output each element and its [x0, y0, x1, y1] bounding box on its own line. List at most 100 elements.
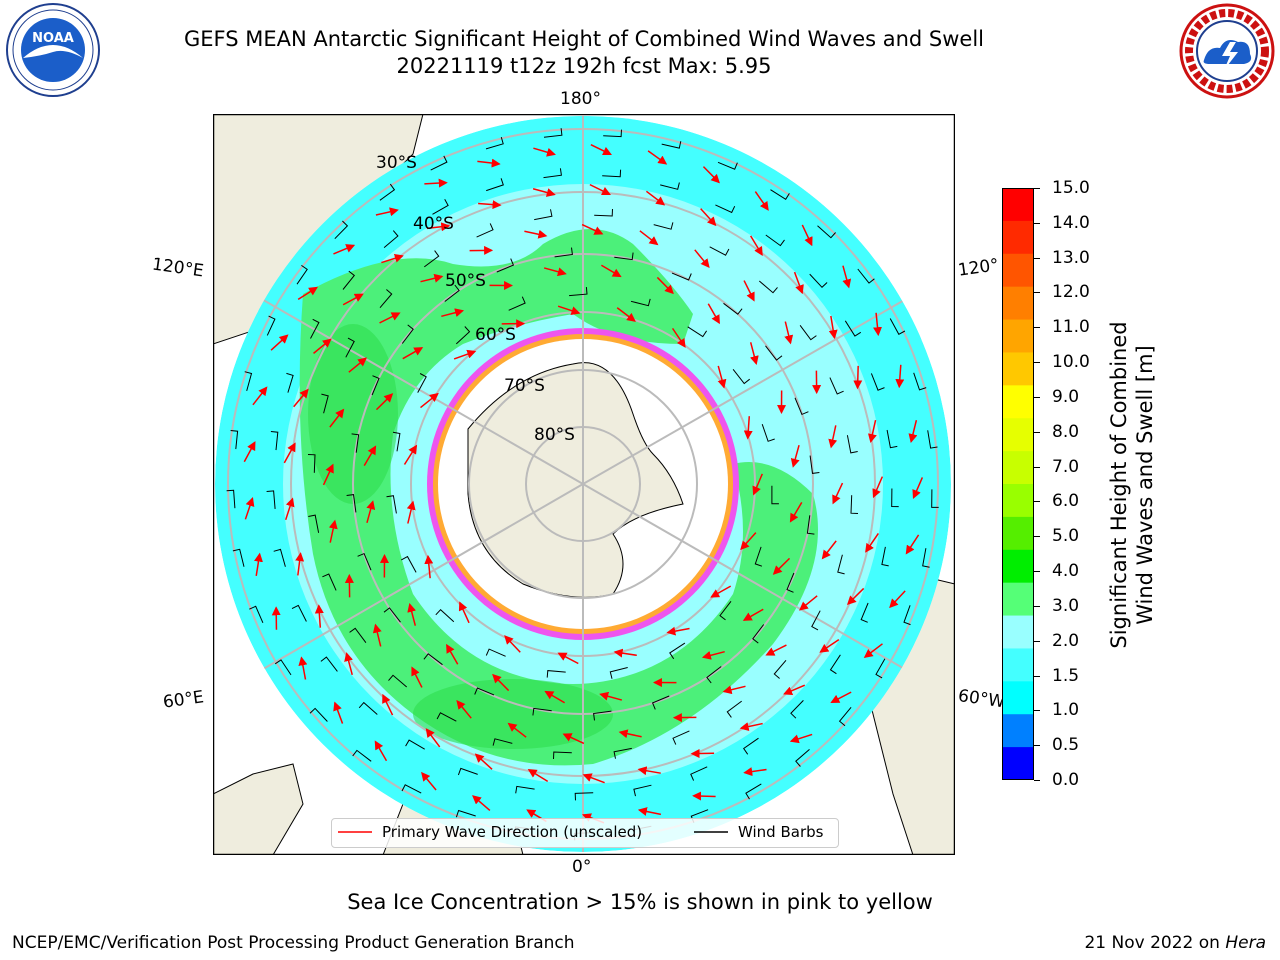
wave-direction-arrow [740, 532, 757, 551]
wave-direction-arrow [821, 540, 837, 560]
wave-direction-arrow [647, 150, 668, 165]
wave-direction-arrow [790, 444, 800, 468]
wind-barb [927, 430, 938, 449]
wave-direction-arrow [613, 648, 637, 658]
wave-direction-arrow [333, 701, 344, 724]
wind-barb [630, 298, 651, 307]
wave-direction-arrow [739, 722, 763, 731]
wind-barb [672, 730, 690, 745]
wave-direction-arrow [895, 364, 905, 389]
wave-direction-arrow [420, 273, 444, 283]
wave-direction-arrows [243, 143, 924, 824]
wave-direction-arrow [297, 286, 318, 301]
wave-direction-arrow [710, 585, 732, 598]
wave-direction-arrow [329, 408, 345, 428]
colorbar-tick-mark [1034, 257, 1040, 259]
wind-barb [515, 785, 535, 794]
wind-barb [870, 373, 885, 391]
wind-barb [230, 430, 239, 450]
wave-direction-arrow [872, 476, 884, 499]
wind-barb [291, 604, 307, 622]
wave-band-high [299, 229, 819, 766]
wind-barb [244, 371, 253, 392]
wind-barb [719, 600, 732, 621]
colorbar-tick-mark [1034, 710, 1040, 712]
wave-direction-legend-label: Primary Wave Direction (unscaled) [382, 823, 643, 841]
wave-direction-arrow [363, 445, 377, 466]
wind-barb [881, 546, 889, 567]
wave-direction-arrow [544, 690, 565, 704]
colorbar-segment [1002, 385, 1034, 419]
lon-label-60w: 60°W [956, 686, 1004, 712]
footer-date-text: 21 Nov 2022 on [1084, 933, 1226, 953]
colorbar-segment [1002, 319, 1034, 353]
colorbar-tick-label: 5.0 [1052, 526, 1080, 547]
wave-direction-arrow [403, 444, 418, 465]
wave-direction-arrow [853, 365, 863, 390]
wind-barb [435, 608, 455, 623]
wind-barb [349, 627, 367, 643]
wave-direction-arrow [637, 807, 662, 816]
colorbar-segment [1002, 451, 1034, 485]
wind-barb [706, 666, 722, 684]
wind-barb [594, 208, 613, 217]
wave-direction-arrow [244, 497, 255, 520]
colorbar-tick-mark [1034, 431, 1040, 433]
wave-direction-arrow [819, 639, 840, 653]
wave-direction-arrow [252, 386, 268, 406]
wind-barb [651, 695, 670, 710]
colorbar-segment [1002, 418, 1034, 452]
wind-barb [717, 161, 738, 170]
wind-barb [931, 489, 939, 508]
wave-direction-arrow [599, 691, 623, 701]
wind-barb [913, 372, 927, 391]
wind-barb [844, 320, 862, 337]
wave-direction-arrow [344, 652, 353, 676]
wave-direction-arrow [524, 229, 548, 239]
colorbar-tick-mark [1034, 466, 1040, 468]
wind-barb [309, 707, 328, 722]
wave-direction-arrow [772, 557, 791, 575]
colorbar-tick-mark [1034, 362, 1040, 364]
wave-direction-arrow [342, 293, 364, 306]
colorbar-tick-label: 7.0 [1052, 456, 1080, 477]
wave-direction-arrow [562, 733, 585, 745]
wind-barb [486, 178, 504, 192]
wind-barb [543, 168, 562, 179]
wind-barb [554, 247, 573, 258]
wind-barb [860, 602, 869, 623]
colorbar-tick-mark [1034, 675, 1040, 677]
wave-direction-arrow [477, 158, 501, 168]
colorbar-tick-label: 1.0 [1052, 700, 1080, 721]
wave-direction-arrow [314, 604, 324, 628]
colorbar-segment [1002, 286, 1034, 321]
wave-direction-arrow [557, 305, 581, 315]
wave-direction-arrow [582, 773, 605, 784]
wave-direction-arrow [784, 321, 794, 345]
colorbar-segment [1002, 188, 1034, 222]
wave-direction-arrow [284, 497, 295, 521]
wind-barb [633, 784, 652, 797]
wave-direction-arrow [426, 222, 451, 232]
colorbar-tick-label: 6.0 [1052, 491, 1080, 512]
wave-direction-arrow [372, 623, 382, 647]
wave-direction-arrow [472, 795, 491, 811]
wind-barbs-legend-label: Wind Barbs [738, 823, 824, 841]
wind-barb [455, 326, 471, 345]
wind-barb [829, 377, 844, 395]
wind-barb [496, 258, 515, 273]
wind-barb [401, 324, 414, 344]
wind-barb [732, 368, 751, 385]
wind-barb [761, 424, 775, 442]
wind-barb [837, 554, 845, 575]
wave-direction-arrow [889, 590, 906, 609]
wave-direction-arrow [789, 502, 803, 523]
wave-direction-arrow [374, 740, 388, 762]
wind-barb [310, 318, 320, 339]
wind-barb [723, 302, 743, 315]
wind-barb [891, 488, 899, 508]
colorbar-segment [1002, 615, 1034, 649]
wind-barb [386, 495, 397, 514]
wind-barb [546, 670, 566, 678]
wave-direction-arrow [743, 280, 755, 302]
